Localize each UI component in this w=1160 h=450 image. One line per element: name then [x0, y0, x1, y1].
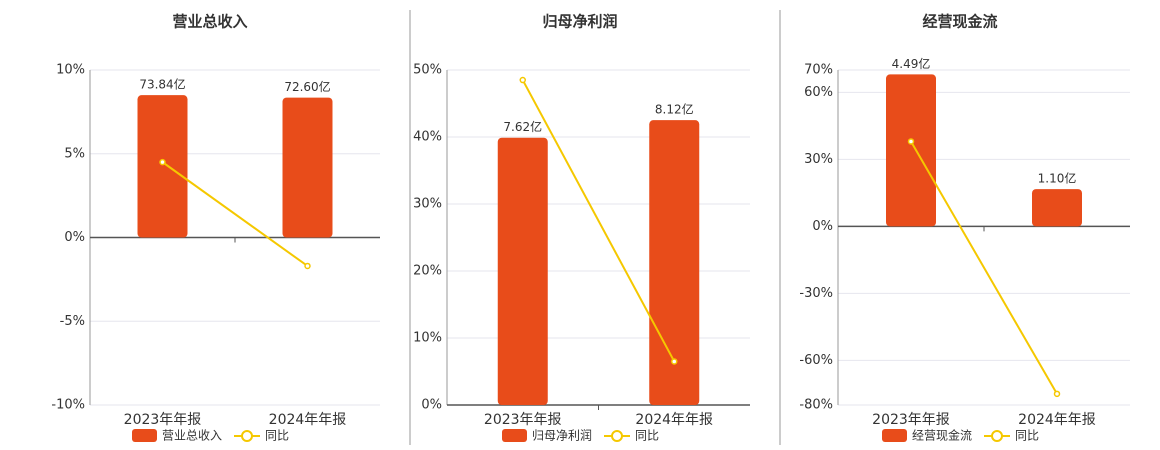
legend-swatch	[502, 429, 527, 442]
value-label: 1.10亿	[1038, 171, 1077, 186]
value-label: 72.60亿	[284, 79, 330, 94]
y-tick-label: 5%	[64, 146, 85, 161]
line-point	[1053, 390, 1061, 398]
line	[521, 79, 676, 362]
y-tick-label: 10%	[413, 331, 442, 346]
value-label: 7.62亿	[503, 119, 542, 134]
legend-swatch	[132, 429, 157, 442]
x-tick-label: 2024年年报	[635, 412, 713, 428]
value-label: 8.12亿	[655, 102, 694, 117]
line	[910, 140, 1058, 395]
x-tick-label: 2023年年报	[484, 412, 562, 428]
y-tick-label: 40%	[413, 130, 442, 145]
bar	[282, 97, 333, 238]
y-tick-label: 20%	[413, 264, 442, 279]
chart-title: 经营现金流	[922, 13, 997, 31]
value-label: 73.84亿	[139, 77, 185, 92]
bar	[886, 74, 936, 227]
x-tick-label: 2023年年报	[124, 412, 202, 428]
legend-swatch	[882, 429, 907, 442]
y-tick-label: -80%	[799, 398, 833, 413]
bar	[1032, 189, 1082, 227]
bar	[649, 120, 700, 406]
legend-label: 经营现金流	[912, 428, 972, 443]
y-tick-label: 0%	[64, 230, 85, 245]
y-tick-label: 30%	[413, 197, 442, 212]
line-point	[671, 358, 678, 365]
y-tick-label: -5%	[60, 314, 85, 329]
line-point	[304, 262, 311, 270]
y-tick-label: 50%	[413, 63, 442, 78]
line-point	[159, 158, 166, 166]
line-point	[907, 138, 915, 145]
legend-swatch	[241, 430, 253, 442]
y-tick-label: -60%	[799, 353, 833, 368]
legend-label: 营业总收入	[162, 429, 222, 443]
chart-title: 营业总收入	[172, 13, 247, 31]
x-tick-label: 2024年年报	[1018, 412, 1096, 428]
y-tick-label: -30%	[799, 286, 833, 301]
y-tick-label: 0%	[812, 219, 833, 234]
legend-label: 同比	[1015, 429, 1039, 443]
chart-title: 归母净利润	[542, 13, 617, 31]
y-tick-label: 10%	[56, 63, 85, 78]
line	[161, 161, 309, 267]
line-point	[519, 76, 526, 84]
bar	[497, 137, 548, 405]
legend-swatch	[611, 430, 623, 442]
x-tick-label: 2024年年报	[269, 412, 347, 428]
legend-label: 同比	[635, 429, 659, 443]
y-tick-label: 0%	[421, 398, 442, 413]
y-tick-label: 70%	[804, 63, 833, 78]
bar	[137, 95, 188, 238]
legend-label: 同比	[265, 429, 289, 443]
y-tick-label: 30%	[804, 152, 833, 167]
x-tick-label: 2023年年报	[872, 412, 950, 428]
y-tick-label: -10%	[51, 398, 85, 413]
legend-label: 归母净利润	[532, 429, 592, 443]
legend-swatch	[991, 430, 1003, 442]
y-tick-label: 60%	[804, 85, 833, 100]
value-label: 4.49亿	[892, 56, 931, 71]
